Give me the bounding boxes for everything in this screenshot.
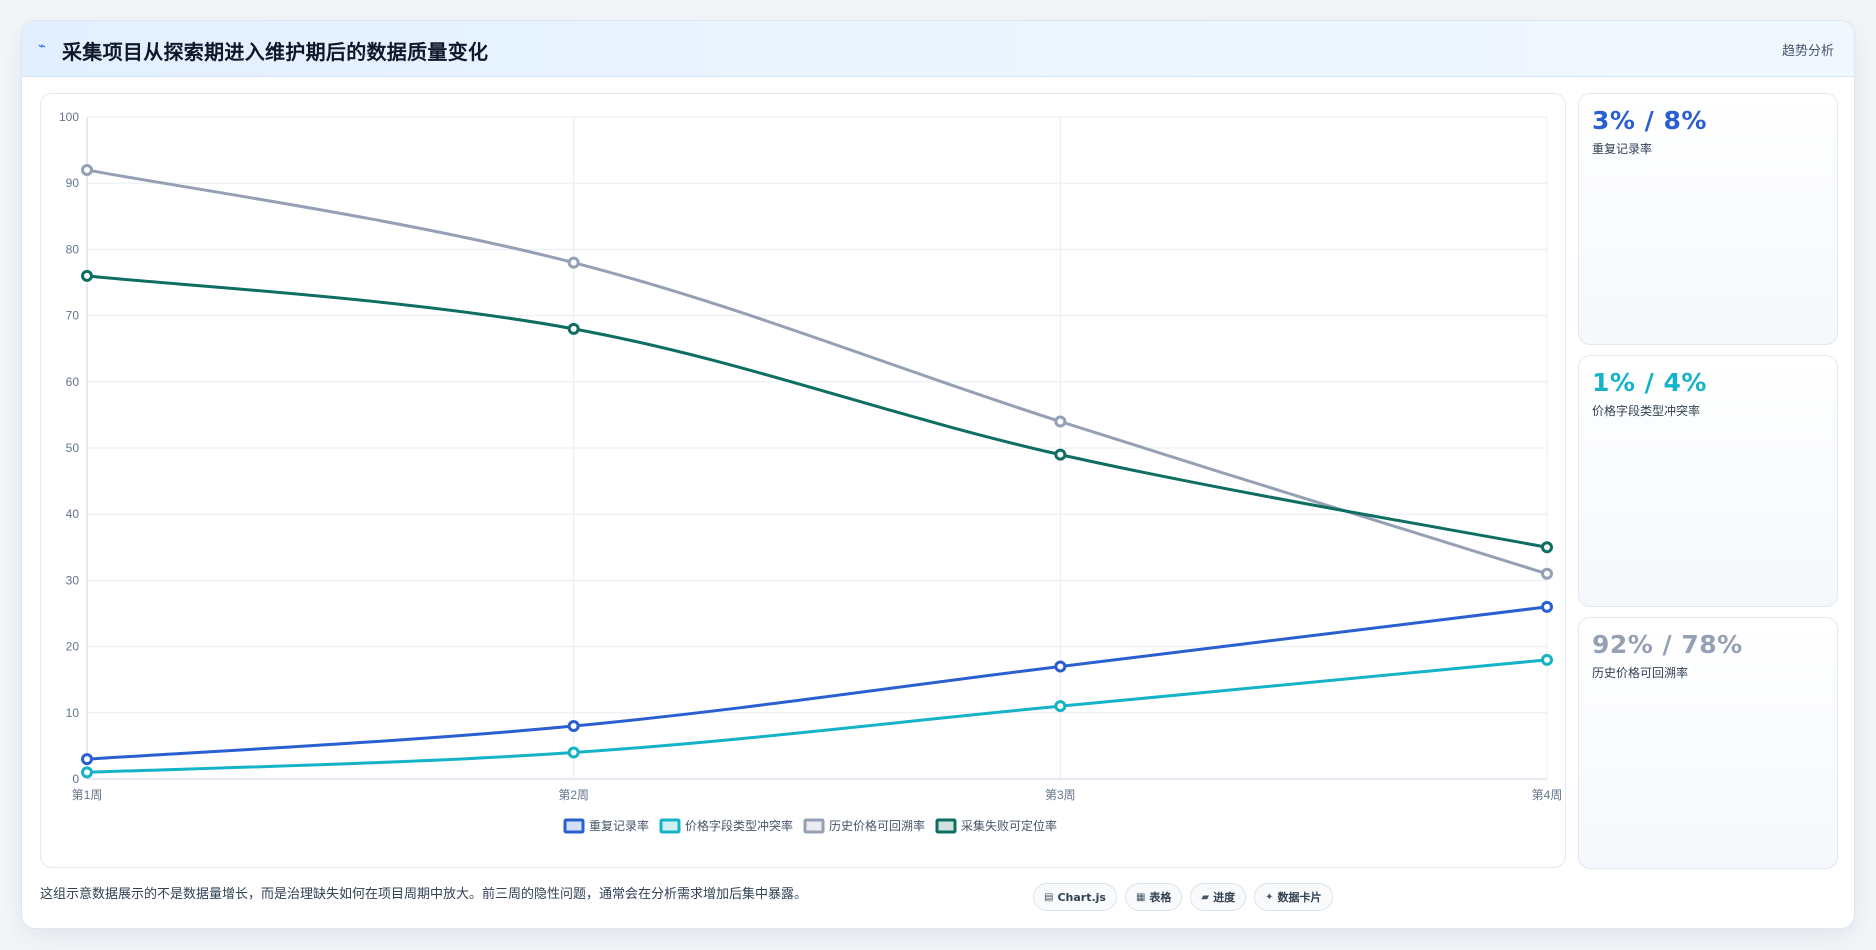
chip-label: 进度: [1213, 891, 1236, 904]
data-point: [1541, 600, 1553, 613]
series-line-3: [86, 274, 1548, 549]
progress-icon: ▰: [1201, 891, 1210, 903]
dashboard-card: ⌁ 采集项目从探索期进入维护期后的数据质量变化 趋势分析 0 10 20 30 40 50…: [21, 20, 1855, 929]
card-icon: ✦: [1265, 891, 1274, 903]
legend-swatch: [803, 818, 825, 834]
stat-value: 92% / 78%: [1592, 630, 1743, 659]
data-point: [1054, 448, 1067, 461]
series-line-0: [86, 605, 1548, 761]
data-point: [567, 322, 580, 335]
footer-note: 这组示意数据展示的不是数据量增长，而是治理缺失如何在项目周期中放大。前三周的隐性…: [40, 887, 808, 902]
x-tick-label: 第4周: [1532, 788, 1563, 802]
y-tick-label: 0: [72, 772, 79, 786]
chip-chartjs[interactable]: ▤ Chart.js: [1033, 883, 1117, 911]
legend-swatch: [659, 818, 681, 834]
data-point: [81, 753, 93, 766]
stat-card-price-traceability: 92% / 78% 历史价格可回溯率: [1578, 617, 1838, 869]
data-point: [1541, 567, 1553, 580]
chip-progress[interactable]: ▰ 进度: [1190, 883, 1247, 911]
y-tick-label: 70: [66, 309, 80, 323]
data-point: [567, 720, 580, 733]
chart-icon: ▤: [1044, 891, 1054, 903]
data-point: [1054, 660, 1067, 673]
legend-label: 采集失败可定位率: [961, 818, 1057, 833]
data-point: [567, 256, 580, 269]
chip-label: 数据卡片: [1277, 891, 1322, 904]
y-tick-label: 40: [66, 507, 80, 521]
data-point: [1054, 700, 1067, 713]
stat-label: 价格字段类型冲突率: [1592, 404, 1701, 418]
legend-swatch: [563, 818, 585, 834]
data-point: [81, 766, 93, 779]
data-point: [81, 269, 93, 282]
stat-card-duplicate-rate: 3% / 8% 重复记录率: [1578, 93, 1838, 345]
y-tick-label: 60: [66, 375, 80, 389]
legend-label: 重复记录率: [589, 818, 649, 833]
legend-label: 历史价格可回溯率: [829, 818, 925, 833]
stat-label: 重复记录率: [1592, 142, 1653, 156]
stat-card-type-conflict-rate: 1% / 4% 价格字段类型冲突率: [1578, 355, 1838, 607]
x-tick-label: 第3周: [1045, 788, 1076, 802]
data-point: [1541, 653, 1553, 666]
series-line-2: [86, 168, 1548, 576]
data-point: [81, 163, 93, 176]
y-tick-label: 20: [66, 640, 80, 654]
stat-value: 3% / 8%: [1592, 106, 1707, 135]
chip-data-card[interactable]: ✦ 数据卡片: [1254, 883, 1333, 911]
trend-analysis-label: 趋势分析: [1781, 44, 1834, 59]
y-tick-label: 30: [66, 573, 80, 587]
stat-value: 1% / 4%: [1592, 368, 1707, 397]
y-tick-label: 50: [66, 441, 80, 455]
x-tick-label: 第1周: [72, 788, 103, 802]
y-tick-label: 10: [66, 706, 80, 720]
trend-line-icon: ⌁: [38, 39, 46, 54]
page-title: 采集项目从探索期进入维护期后的数据质量变化: [62, 40, 489, 64]
chart-panel: 0 10 20 30 40 50 60 70 80 90 100 第1周 第2周 第3周 第4周重复记录率 价…: [40, 93, 1566, 868]
y-tick-label: 80: [66, 242, 80, 256]
legend-swatch: [935, 818, 957, 834]
chip-table[interactable]: ▦ 表格: [1124, 883, 1183, 911]
y-tick-label: 100: [59, 110, 79, 124]
data-point: [1054, 415, 1067, 428]
chip-label: 表格: [1149, 891, 1172, 904]
data-point: [1541, 541, 1553, 554]
y-tick-label: 90: [66, 176, 80, 190]
stat-label: 历史价格可回溯率: [1592, 666, 1689, 680]
legend-label: 价格字段类型冲突率: [685, 818, 793, 833]
series-line-1: [86, 658, 1548, 774]
tech-chips: ▤ Chart.js ▦ 表格 ▰ 进度 ✦ 数据卡片: [1033, 883, 1333, 911]
x-tick-label: 第2周: [558, 788, 589, 802]
data-point: [567, 746, 580, 759]
card-header: ⌁ 采集项目从探索期进入维护期后的数据质量变化 趋势分析: [22, 21, 1854, 77]
table-icon: ▦: [1135, 891, 1146, 903]
chip-label: Chart.js: [1057, 890, 1106, 904]
